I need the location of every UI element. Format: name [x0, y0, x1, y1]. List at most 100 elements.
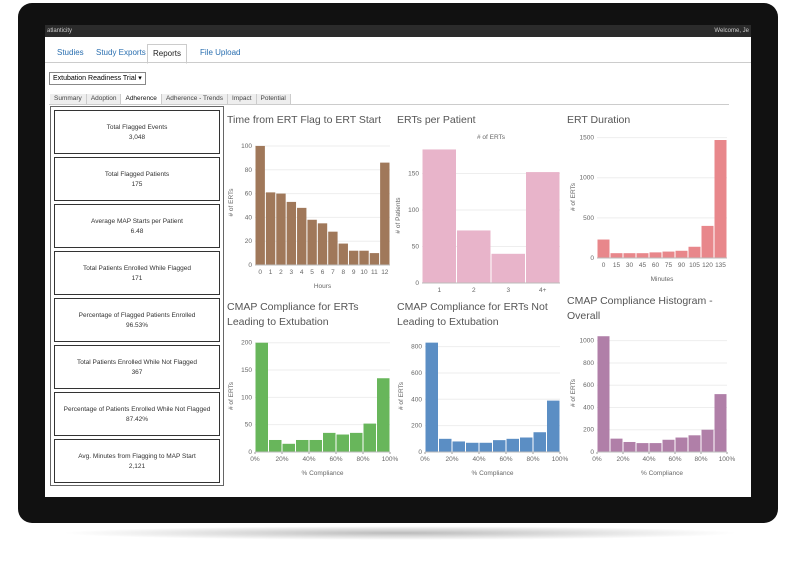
bar	[452, 441, 465, 452]
kpi-card: Total Flagged Events 3,048	[54, 110, 220, 154]
bar	[597, 239, 610, 258]
kpi-label: Average MAP Starts per Patient	[91, 218, 183, 225]
sub-divider	[49, 104, 729, 105]
welcome[interactable]: Welcome, Je	[714, 28, 749, 34]
bar	[688, 435, 701, 452]
x-tick-label: 4+	[539, 287, 547, 294]
x-tick-label: 100%	[382, 456, 399, 463]
y-tick-label: 50	[245, 422, 253, 429]
chart-title: ERTs per Patient	[397, 114, 476, 126]
x-tick-label: 1	[437, 287, 441, 294]
bar	[255, 342, 268, 452]
sub-tab[interactable]: Adherence - Trends	[161, 94, 229, 104]
x-tick-label: 45	[639, 262, 647, 269]
study-dropdown[interactable]: Extubation Readiness Trial ▾	[49, 72, 146, 85]
kpi-value: 175	[131, 181, 143, 188]
y-tick-label: 150	[408, 171, 419, 178]
bar	[369, 253, 380, 265]
x-tick-label: 100%	[719, 456, 736, 463]
nav-tab[interactable]: File Upload	[200, 48, 241, 57]
legend-title: # of ERTs	[477, 134, 506, 141]
bar	[675, 437, 688, 452]
chart-title: CMAP Compliance for ERTs Not Leading to …	[397, 301, 548, 328]
bar	[317, 223, 328, 265]
x-tick-label: 40%	[642, 456, 655, 463]
kpi-card: Total Patients Enrolled While Not Flagge…	[54, 345, 220, 389]
kpi-card: Total Flagged Patients 175	[54, 157, 220, 201]
x-tick-label: 60	[652, 262, 660, 269]
kpi-value: 171	[131, 275, 143, 282]
sub-tab[interactable]: Summary	[50, 94, 87, 104]
x-tick-label: 40%	[302, 456, 315, 463]
y-tick-label: 800	[411, 344, 422, 351]
y-tick-label: 60	[245, 191, 253, 198]
y-tick-label: 1000	[580, 338, 595, 345]
y-tick-label: 1000	[580, 175, 595, 182]
nav-tab[interactable]: Studies	[57, 48, 84, 57]
x-tick-label: 60%	[329, 456, 342, 463]
bar	[359, 250, 369, 265]
bar	[276, 193, 286, 265]
sub-tab[interactable]: Adherence	[121, 94, 162, 104]
x-tick-label: 20%	[616, 456, 629, 463]
brand: atlanticity	[47, 28, 73, 34]
kpi-label: Percentage of Patients Enrolled While No…	[63, 406, 211, 413]
bar	[338, 243, 348, 265]
x-tick-label: 15	[613, 262, 621, 269]
x-tick-label: 60%	[668, 456, 681, 463]
bar	[377, 378, 390, 452]
y-tick-label: 0	[418, 449, 422, 456]
x-tick-label: 100%	[552, 456, 569, 463]
bar	[439, 438, 452, 452]
y-tick-label: 800	[583, 360, 594, 367]
y-tick-label: 40	[245, 214, 253, 221]
bar	[491, 253, 525, 283]
y-tick-label: 20	[245, 238, 253, 245]
y-tick-label: 400	[583, 404, 594, 411]
bar	[282, 443, 295, 452]
y-tick-label: 500	[583, 215, 594, 222]
nav-tab[interactable]: Reports	[147, 44, 188, 64]
dropdown-value: Extubation Readiness Trial	[53, 75, 137, 82]
x-tick-label: 12	[381, 269, 389, 276]
x-tick-label: 0%	[250, 456, 260, 463]
bar	[506, 438, 519, 452]
bar	[425, 342, 438, 452]
chart-title: CMAP Compliance Histogram - Overall	[567, 295, 713, 322]
kpi-value: 2,121	[128, 463, 146, 470]
kpi-card: Total Patients Enrolled While Flagged 171	[54, 251, 220, 295]
x-tick-label: 30	[626, 262, 634, 269]
bar	[348, 250, 359, 265]
x-tick-label: 7	[331, 269, 335, 276]
y-axis-label: # of ERTs	[228, 188, 235, 217]
kpi-label: Percentage of Flagged Patients Enrolled	[78, 312, 196, 319]
kpi-value: 6.48	[130, 228, 144, 235]
y-tick-label: 0	[415, 280, 419, 287]
chart-title: CMAP Compliance for ERTs Leading to Extu…	[227, 301, 359, 328]
bar	[623, 441, 636, 452]
x-tick-label: 75	[665, 262, 673, 269]
sub-tab[interactable]: Potential	[256, 94, 291, 104]
x-tick-label: 20%	[275, 456, 288, 463]
bar	[701, 225, 714, 258]
x-tick-label: 135	[715, 262, 726, 269]
x-tick-label: 80%	[526, 456, 539, 463]
y-axis-label: # of ERTs	[228, 381, 235, 410]
bar	[714, 140, 727, 258]
y-tick-label: 200	[583, 427, 594, 434]
sub-tab[interactable]: Impact	[228, 94, 257, 104]
bar	[520, 437, 533, 452]
x-tick-label: 90	[678, 262, 686, 269]
bar	[649, 252, 662, 258]
x-axis-label: % Compliance	[641, 470, 683, 477]
bar	[269, 439, 282, 452]
bar	[457, 230, 491, 283]
bar	[328, 231, 338, 265]
bar	[307, 219, 317, 265]
sub-tab[interactable]: Adoption	[86, 94, 122, 104]
x-tick-label: 60%	[499, 456, 512, 463]
x-tick-label: 8	[341, 269, 345, 276]
x-tick-label: 0%	[420, 456, 430, 463]
nav-tab[interactable]: Study Exports	[96, 48, 146, 57]
y-tick-label: 0	[248, 449, 252, 456]
